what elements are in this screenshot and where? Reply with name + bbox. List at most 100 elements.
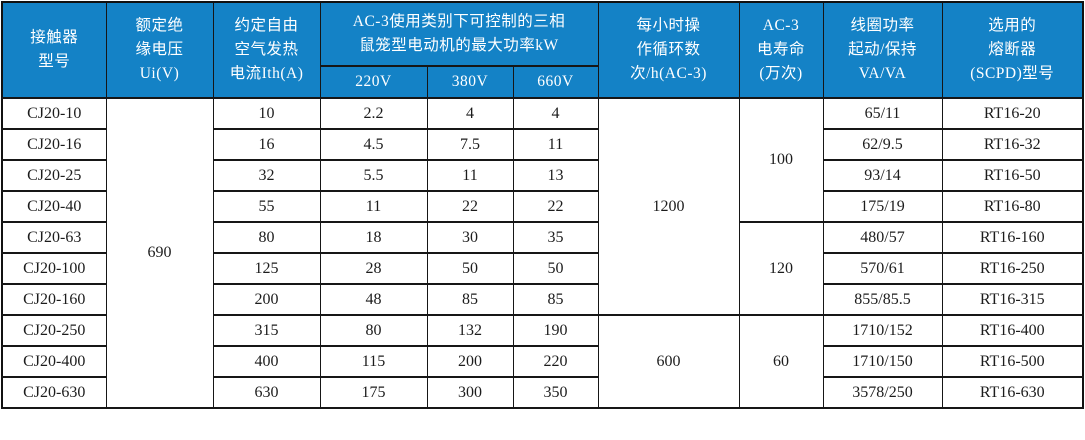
table-row: CJ20-100 125 28 50 50 570/61 RT16-250 (1, 252, 1084, 285)
p220-cell: 28 (319, 252, 428, 285)
p380-cell: 7.5 (426, 128, 514, 161)
header-cycles-per-hour: 每小时操 作循环数 次/h(AC-3) (597, 1, 740, 99)
table-row: CJ20-63 80 18 30 35 120 480/57 RT16-160 (1, 221, 1084, 316)
p220-cell: 175 (319, 376, 428, 409)
coil-cell: 1710/152 (822, 314, 943, 347)
header-coil-power: 线圈功率 起动/保持 VA/VA (822, 1, 943, 99)
life-cell: 120 (738, 221, 824, 316)
header-220v: 220V (319, 65, 428, 99)
coil-cell: 1710/150 (822, 345, 943, 378)
p380-cell: 132 (426, 314, 514, 347)
header-660v: 660V (512, 65, 599, 99)
p660-cell: 22 (512, 190, 599, 223)
table-row: CJ20-40 55 11 22 22 175/19 RT16-80 (1, 190, 1084, 223)
coil-cell: 62/9.5 (822, 128, 943, 161)
coil-cell: 570/61 (822, 252, 943, 285)
fuse-cell: RT16-400 (941, 314, 1084, 347)
p660-cell: 11 (512, 128, 599, 161)
p380-cell: 50 (426, 252, 514, 285)
coil-cell: 65/11 (822, 97, 943, 130)
fuse-cell: RT16-630 (941, 376, 1084, 409)
coil-cell: 3578/250 (822, 376, 943, 409)
table-body: CJ20-10 690 10 2.2 4 4 1200 100 65/11 RT… (1, 97, 1084, 409)
ith-cell: 630 (212, 376, 321, 409)
header-model: 接触器 型号 (1, 1, 107, 99)
coil-cell: 480/57 (822, 221, 943, 254)
table-header: 接触器 型号 额定绝 缘电压 Ui(V) 约定自由 空气发热 电流Ith(A) … (1, 1, 1084, 99)
coil-cell: 175/19 (822, 190, 943, 223)
model-cell: CJ20-25 (1, 159, 107, 192)
p660-cell: 4 (512, 97, 599, 130)
table-row: CJ20-16 16 4.5 7.5 11 62/9.5 RT16-32 (1, 128, 1084, 161)
model-cell: CJ20-400 (1, 345, 107, 378)
fuse-cell: RT16-32 (941, 128, 1084, 161)
p660-cell: 190 (512, 314, 599, 347)
ith-cell: 400 (212, 345, 321, 378)
p660-cell: 35 (512, 221, 599, 254)
fuse-cell: RT16-20 (941, 97, 1084, 130)
header-380v: 380V (426, 65, 514, 99)
p380-cell: 22 (426, 190, 514, 223)
header-row-sub: 220V 380V 660V (2, 65, 1083, 99)
p220-cell: 5.5 (319, 159, 428, 192)
model-cell: CJ20-63 (1, 221, 107, 254)
header-insulation-voltage: 额定绝 缘电压 Ui(V) (105, 1, 214, 99)
p220-cell: 48 (319, 283, 428, 316)
ith-cell: 125 (212, 252, 321, 285)
model-cell: CJ20-40 (1, 190, 107, 223)
p220-cell: 11 (319, 190, 428, 223)
p220-cell: 115 (319, 345, 428, 378)
fuse-cell: RT16-315 (941, 283, 1084, 316)
header-fuse: 选用的 熔断器 (SCPD)型号 (941, 1, 1084, 99)
header-ac3-power-group: AC-3使用类别下可控制的三相 鼠笼型电动机的最大功率kW (319, 1, 599, 67)
model-cell: CJ20-100 (1, 252, 107, 285)
table-row: CJ20-25 32 5.5 11 13 93/14 RT16-50 (1, 159, 1084, 192)
ith-cell: 200 (212, 283, 321, 316)
p660-cell: 85 (512, 283, 599, 316)
p380-cell: 30 (426, 221, 514, 254)
cycles-cell: 1200 (597, 97, 740, 316)
p220-cell: 18 (319, 221, 428, 254)
p220-cell: 2.2 (319, 97, 428, 130)
ith-cell: 55 (212, 190, 321, 223)
header-thermal-current: 约定自由 空气发热 电流Ith(A) (212, 1, 321, 99)
p660-cell: 220 (512, 345, 599, 378)
ith-cell: 315 (212, 314, 321, 347)
model-cell: CJ20-160 (1, 283, 107, 316)
p380-cell: 4 (426, 97, 514, 130)
fuse-cell: RT16-500 (941, 345, 1084, 378)
insulation-voltage-cell: 690 (105, 97, 214, 409)
coil-cell: 855/85.5 (822, 283, 943, 316)
p660-cell: 50 (512, 252, 599, 285)
fuse-cell: RT16-250 (941, 252, 1084, 285)
ith-cell: 10 (212, 97, 321, 130)
p660-cell: 13 (512, 159, 599, 192)
fuse-cell: RT16-160 (941, 221, 1084, 254)
life-cell: 100 (738, 97, 824, 223)
table-row: CJ20-630 630 175 300 350 3578/250 RT16-6… (1, 376, 1084, 409)
header-row-top: 接触器 型号 额定绝 缘电压 Ui(V) 约定自由 空气发热 电流Ith(A) … (1, 1, 1084, 99)
ith-cell: 16 (212, 128, 321, 161)
contactor-spec-table: 接触器 型号 额定绝 缘电压 Ui(V) 约定自由 空气发热 电流Ith(A) … (1, 1, 1084, 409)
p660-cell: 350 (512, 376, 599, 409)
ith-cell: 80 (212, 221, 321, 254)
fuse-cell: RT16-50 (941, 159, 1084, 192)
table-row: CJ20-160 200 48 85 85 855/85.5 RT16-315 (1, 283, 1084, 316)
p220-cell: 80 (319, 314, 428, 347)
cycles-cell: 600 (597, 314, 740, 409)
fuse-cell: RT16-80 (941, 190, 1084, 223)
p380-cell: 200 (426, 345, 514, 378)
model-cell: CJ20-250 (1, 314, 107, 347)
p380-cell: 85 (426, 283, 514, 316)
ith-cell: 32 (212, 159, 321, 192)
header-electrical-life: AC-3 电寿命 (万次) (738, 1, 824, 99)
coil-cell: 93/14 (822, 159, 943, 192)
model-cell: CJ20-10 (1, 97, 107, 130)
p380-cell: 300 (426, 376, 514, 409)
life-cell: 60 (738, 314, 824, 409)
table-row: CJ20-250 315 80 132 190 600 60 1710/152 … (1, 314, 1084, 409)
table-row: CJ20-10 690 10 2.2 4 4 1200 100 65/11 RT… (1, 97, 1084, 409)
p220-cell: 4.5 (319, 128, 428, 161)
model-cell: CJ20-16 (1, 128, 107, 161)
p380-cell: 11 (426, 159, 514, 192)
